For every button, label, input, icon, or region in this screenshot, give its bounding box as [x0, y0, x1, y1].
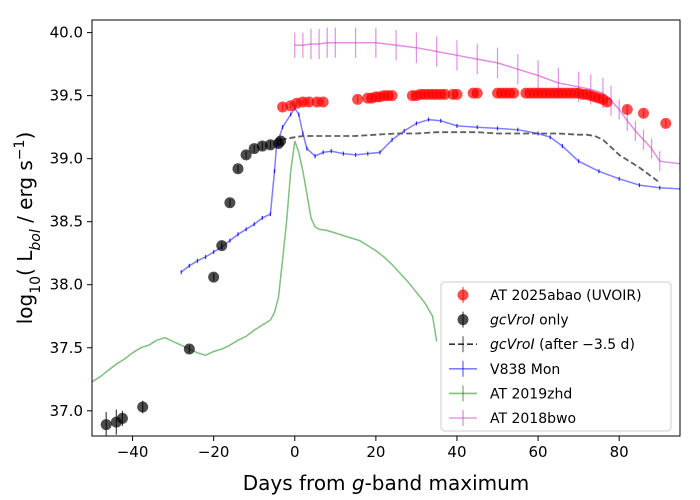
- legend-label: gcVroI only: [490, 313, 569, 329]
- legend-label: AT 2025abao (UVOIR): [490, 288, 642, 304]
- at2025abao-point: [451, 88, 463, 100]
- y-tick-label: 40.0: [50, 24, 83, 42]
- gcvroi-point: [100, 419, 112, 431]
- legend-label: AT 2018bwo: [490, 411, 576, 427]
- gcvroi-point: [232, 163, 244, 175]
- at2025abao-point: [621, 104, 633, 116]
- gcvroi-point: [116, 412, 128, 424]
- legend-entry-bwo: AT 2018bwo: [449, 410, 576, 427]
- gcvroi-point: [264, 139, 276, 151]
- legend-label: AT 2019zhd: [490, 386, 572, 402]
- at2025abao-point: [303, 96, 315, 108]
- at2025abao-point: [317, 96, 329, 108]
- x-axis-label: Days from g-band maximum: [243, 471, 530, 495]
- x-tick-label: 40: [447, 443, 466, 461]
- at2025abao-point: [660, 117, 672, 129]
- x-tick-label: 80: [610, 443, 629, 461]
- at2025abao-point: [601, 96, 613, 108]
- x-tick-label: −20: [198, 443, 230, 461]
- y-tick-label: 39.5: [50, 87, 83, 105]
- gcvroi-point: [137, 401, 149, 413]
- y-tick-label: 37.5: [50, 339, 83, 357]
- gcvroi-point: [275, 135, 287, 147]
- at2019zhd-line: [92, 140, 438, 383]
- y-tick-label: 39.0: [50, 150, 83, 168]
- legend-entry-zhd: AT 2019zhd: [449, 385, 572, 402]
- at2025abao-point: [638, 107, 650, 119]
- x-tick-label: 20: [366, 443, 385, 461]
- legend: AT 2025abao (UVOIR) gcVroI only gcVroI (af…: [440, 281, 672, 432]
- axes-layer: −40 −20 0 20 40 60 80 37.0 37.5 38.0 38.5 39.0 39.5 4…: [12, 19, 681, 495]
- gcvroi-point: [216, 240, 228, 252]
- at2025abao-point: [508, 87, 520, 99]
- x-tick-label: 0: [290, 443, 300, 461]
- at2025abao-point: [277, 101, 289, 113]
- gcvroi-point: [224, 197, 236, 209]
- legend-entry-v838: V838 Mon: [449, 360, 560, 378]
- y-tick-label: 38.0: [50, 276, 83, 294]
- plot-layer: [92, 27, 680, 436]
- legend-entry-gc: gcVroI only: [457, 311, 569, 329]
- plot-frame: [91, 19, 681, 437]
- x-tick-label: −40: [117, 443, 149, 461]
- legend-marker: [457, 314, 469, 326]
- y-tick-label: 37.0: [50, 402, 83, 420]
- legend-box: [440, 281, 672, 432]
- gcvroi-point: [240, 149, 252, 161]
- legend-entry-gcl: gcVroI (after −3.5 d): [449, 336, 635, 353]
- legend-label: V838 Mon: [490, 362, 560, 378]
- y-axis-label: log10( Lbol / erg s−1): [12, 132, 44, 325]
- at2018bwo-line: [294, 41, 680, 165]
- legend-entry-abao: AT 2025abao (UVOIR): [457, 287, 642, 304]
- legend-label: gcVroI (after −3.5 d): [490, 337, 635, 353]
- legend-marker: [457, 289, 469, 301]
- x-tick-label: 60: [529, 443, 548, 461]
- gcvroi-point: [208, 271, 220, 283]
- y-tick-label: 38.5: [50, 213, 83, 231]
- at2025abao-point: [352, 93, 364, 105]
- gcvroi-point: [256, 140, 268, 152]
- gcvroi-point: [183, 343, 195, 355]
- v838mon-line: [180, 106, 680, 273]
- at2025abao-point: [386, 90, 398, 102]
- at2025abao-point: [471, 87, 483, 99]
- at2025abao-point: [439, 88, 451, 100]
- gcvroi-after-line: [280, 131, 661, 184]
